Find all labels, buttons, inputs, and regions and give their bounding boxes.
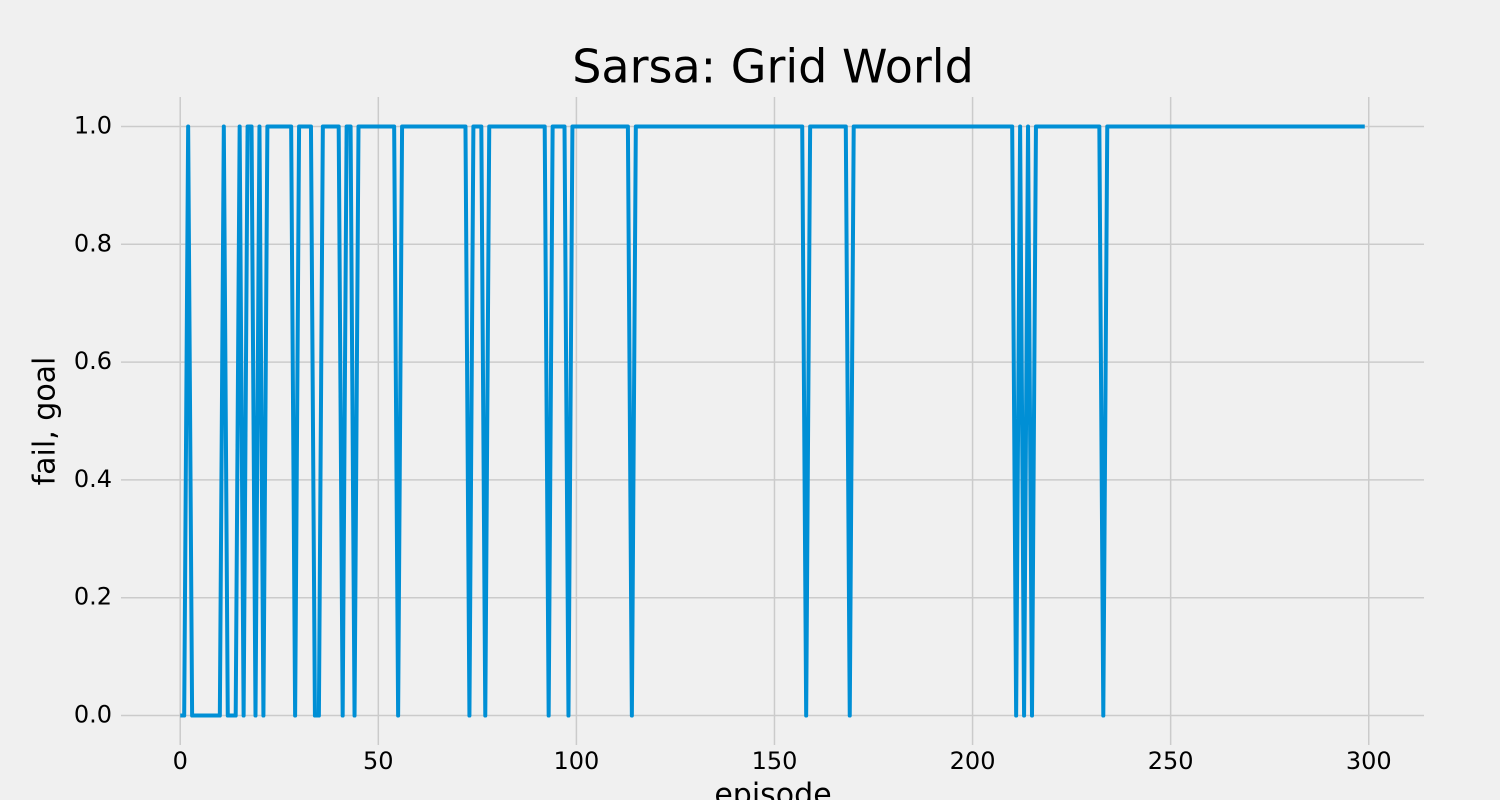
x-axis-label: episode xyxy=(714,778,831,800)
data-line xyxy=(180,124,1365,718)
chart-title: Sarsa: Grid World xyxy=(572,40,974,94)
y-axis-label: fail, goal xyxy=(28,357,63,486)
x-tick-label: 0 xyxy=(173,747,188,775)
y-tick-label: 0.6 xyxy=(74,347,112,375)
x-tick-label: 250 xyxy=(1148,747,1194,775)
x-tick-label: 50 xyxy=(363,747,394,775)
x-tick-label: 200 xyxy=(950,747,996,775)
y-tick-label: 0.2 xyxy=(74,583,112,611)
x-tick-label: 300 xyxy=(1346,747,1392,775)
y-tick-label: 0.8 xyxy=(74,229,112,257)
y-tick-label: 0.4 xyxy=(74,465,112,493)
x-tick-label: 150 xyxy=(752,747,798,775)
x-tick-label: 100 xyxy=(553,747,599,775)
y-tick-label: 1.0 xyxy=(74,111,112,139)
y-tick-label: 0.0 xyxy=(74,701,112,729)
